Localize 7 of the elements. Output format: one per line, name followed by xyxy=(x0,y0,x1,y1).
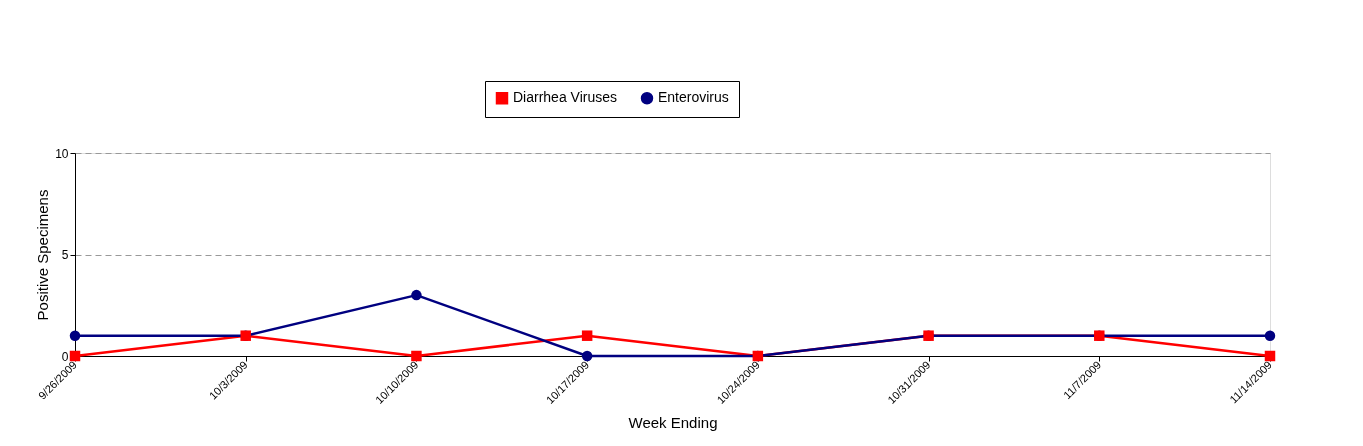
y-tick-label: 5 xyxy=(61,248,69,262)
y-tick-label: 0 xyxy=(61,349,69,364)
y-tick-label: 10 xyxy=(55,146,69,161)
y-axis-title: Positive Specimens xyxy=(34,189,52,321)
legend-label: Enterovirus xyxy=(658,89,729,106)
x-axis-title: Week Ending xyxy=(628,413,718,431)
legend-label: Diarrhea Viruses xyxy=(513,89,618,106)
